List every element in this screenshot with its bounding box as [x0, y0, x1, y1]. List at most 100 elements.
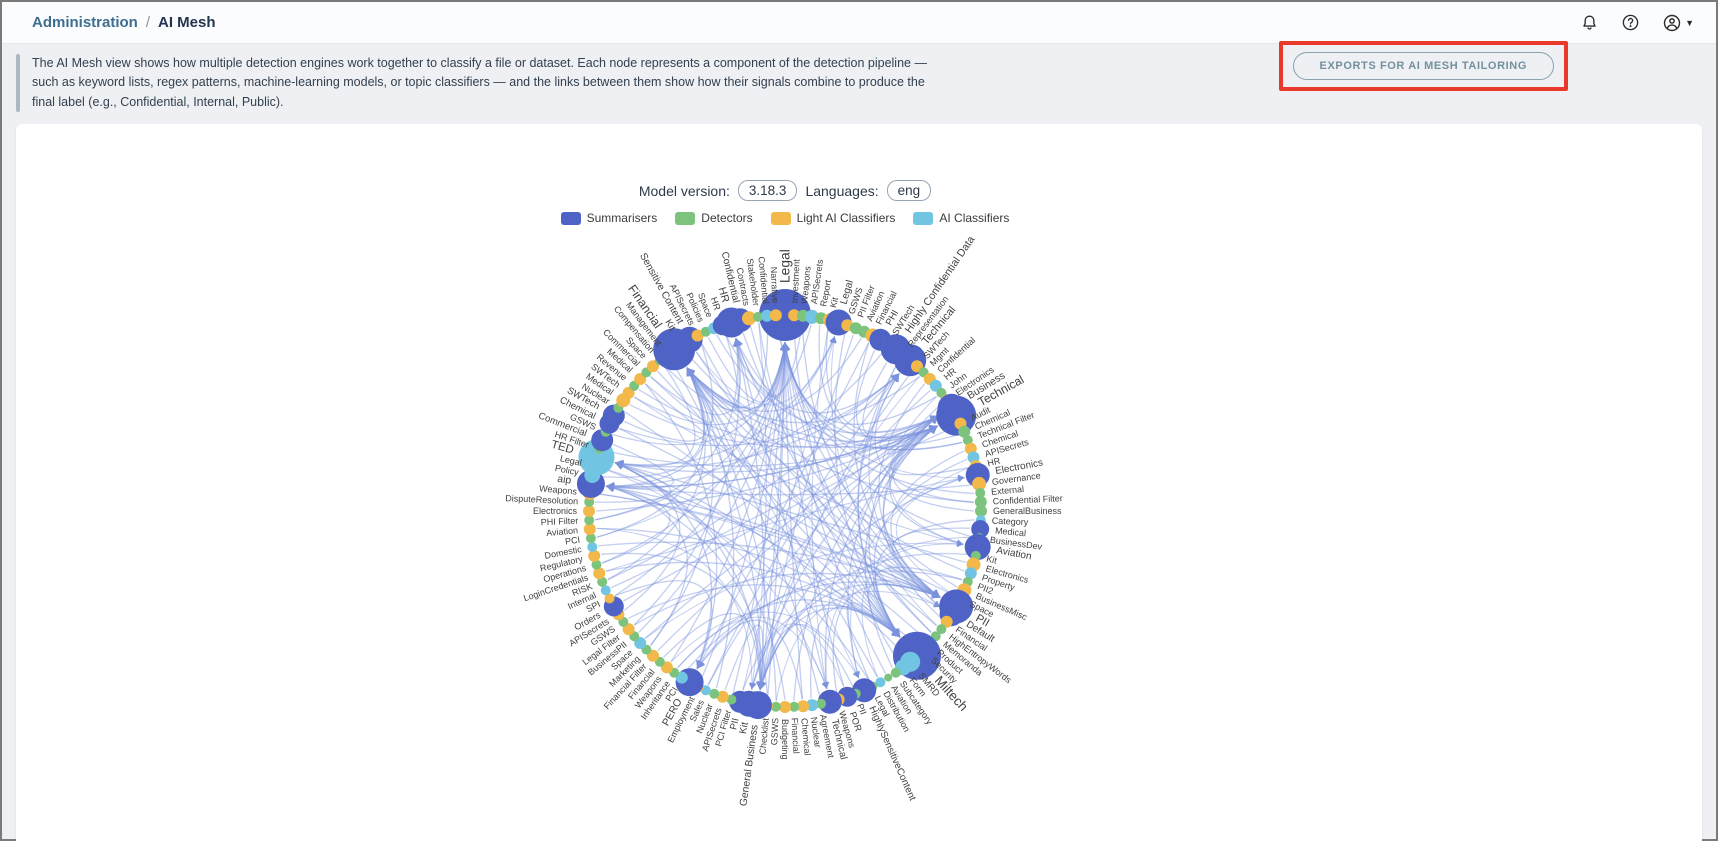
mesh-node — [884, 673, 893, 682]
help-icon[interactable] — [1621, 13, 1640, 32]
mesh-node — [975, 505, 987, 518]
mesh-node — [726, 694, 737, 705]
mesh-node-label: Financial — [790, 718, 802, 754]
info-banner: The AI Mesh view shows how multiple dete… — [2, 41, 1716, 124]
mesh-node-label: aip — [557, 474, 572, 487]
legend-item-light-ai-classifiers: Light AI Classifiers — [770, 211, 896, 226]
model-version-value: 3.18.3 — [737, 180, 798, 202]
legend-label: Light AI Classifiers — [796, 211, 896, 226]
mesh-node — [585, 533, 596, 544]
chart-area: Model version: 3.18.3 Languages: eng Sum… — [235, 180, 1335, 838]
mesh-node — [587, 542, 598, 553]
model-version-label: Model version: — [638, 182, 730, 199]
legend-item-detectors: Detectors — [675, 211, 753, 226]
mesh-node-label: Legal — [559, 453, 583, 468]
mesh-node-label: GeneralBusiness — [993, 506, 1062, 516]
banner-description: The AI Mesh view shows how multiple dete… — [32, 56, 927, 109]
mesh-node-label: Kit — [738, 721, 751, 735]
mesh-node — [591, 559, 602, 570]
mesh-node — [974, 496, 987, 509]
mesh-node — [789, 701, 800, 712]
mesh-node-label: Kit — [828, 296, 840, 309]
mesh-node — [760, 309, 773, 322]
mesh-node-label: Report — [818, 279, 833, 308]
mesh-node-label: Checklist — [757, 717, 770, 755]
mesh-node — [769, 309, 782, 322]
mesh-node-label: Category — [992, 516, 1029, 528]
legend-item-ai-classifiers: AI Classifiers — [913, 211, 1009, 225]
mesh-node-label: PII — [855, 702, 868, 716]
languages-label: Languages: — [805, 182, 879, 199]
mesh-node — [964, 534, 991, 561]
mesh-node-label: External — [991, 484, 1025, 497]
mesh-node-label: Electronics — [533, 506, 578, 516]
ai-classifiers-swatch — [913, 211, 934, 225]
light-ai-classifiers-swatch — [770, 211, 791, 225]
mesh-node — [742, 311, 756, 326]
red-annotation-box: EXPORTS FOR AI MESH TAILORING — [1278, 41, 1568, 91]
banner-accent-bar — [16, 54, 20, 113]
legend-label: Summarisers — [586, 211, 658, 226]
mesh-node — [604, 593, 615, 604]
mesh-node-label: Weapons — [539, 483, 578, 497]
mesh-node — [709, 688, 720, 699]
chart-meta-row: Model version: 3.18.3 Languages: eng — [235, 180, 1335, 202]
mesh-node — [770, 701, 781, 712]
mesh-node — [962, 435, 973, 446]
mesh-node-label: Kit — [662, 318, 677, 334]
mesh-node-label: Policy — [554, 463, 580, 477]
mesh-node — [817, 689, 842, 714]
mesh-node — [584, 515, 595, 526]
mesh-node — [779, 701, 791, 714]
mesh-node-label: General Business — [738, 724, 760, 807]
breadcrumb-administration[interactable]: Administration — [32, 14, 138, 31]
mesh-node — [716, 690, 729, 703]
mesh-node — [583, 523, 596, 536]
mesh-node-label: Confidential Filter — [993, 493, 1063, 506]
top-bar: Administration / AI Mesh ▼ — [2, 2, 1716, 44]
mesh-node-label: Aviation — [546, 525, 579, 538]
mesh-node-label: PCI — [564, 535, 580, 547]
mesh-node — [816, 698, 826, 709]
exports-for-ai-mesh-tailoring-button[interactable]: EXPORTS FOR AI MESH TAILORING — [1292, 52, 1554, 80]
mesh-node — [972, 477, 987, 492]
mesh-node-label: Kit — [985, 554, 998, 566]
mesh-node — [875, 677, 886, 688]
chart-legend: Summarisers Detectors Light AI Classifie… — [235, 211, 1335, 225]
mesh-node — [958, 425, 971, 438]
mesh-node-label: Narrative — [769, 267, 781, 304]
mesh-node — [597, 576, 608, 587]
mesh-node — [788, 309, 801, 322]
account-icon[interactable]: ▼ — [1662, 13, 1694, 33]
mesh-node — [971, 520, 990, 539]
mesh-node — [797, 700, 810, 713]
mesh-node-label: Medical — [995, 526, 1027, 539]
mesh-node-label: HighlySensitiveContent — [866, 705, 917, 803]
bell-icon[interactable] — [1580, 13, 1599, 32]
mesh-node — [975, 488, 986, 499]
breadcrumb: Administration / AI Mesh — [32, 14, 216, 31]
mesh-node — [600, 585, 611, 596]
mesh-node-label: HR — [986, 456, 1001, 469]
mesh-node — [752, 312, 763, 323]
detectors-swatch — [675, 211, 696, 225]
ai-mesh-card: Model version: 3.18.3 Languages: eng Sum… — [16, 124, 1702, 841]
breadcrumb-ai-mesh: AI Mesh — [158, 14, 216, 31]
mesh-node-label: PII — [973, 612, 991, 629]
mesh-node-label: Budgeting — [780, 719, 790, 760]
mesh-node — [588, 550, 601, 563]
mesh-node-label: PHI Filter — [540, 516, 578, 528]
mesh-node-label: Confidential — [756, 256, 770, 304]
mesh-node-label: HR — [709, 296, 723, 312]
mesh-node-label: Chemical — [799, 718, 812, 756]
mesh-node-label: Investment — [790, 259, 802, 304]
summarisers-swatch — [560, 211, 581, 225]
languages-value: eng — [886, 180, 932, 202]
ai-mesh-chart: LegalInvestmentWeaponsAPISecretsReportKi… — [505, 234, 1063, 807]
legend-label: Detectors — [701, 211, 753, 226]
legend-item-summarisers: Summarisers — [560, 211, 658, 226]
mesh-node-label: Legal — [778, 249, 793, 283]
mesh-node — [890, 667, 901, 678]
chevron-down-icon: ▼ — [1685, 17, 1694, 28]
mesh-node-label: PII — [728, 717, 741, 731]
